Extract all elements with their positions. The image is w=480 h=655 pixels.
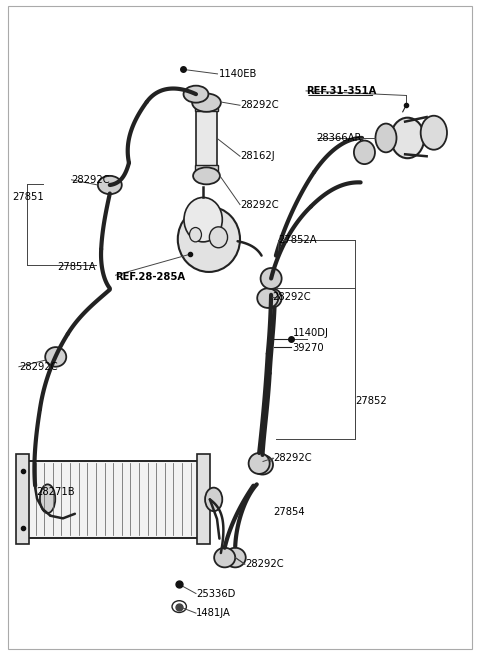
Ellipse shape	[193, 168, 220, 184]
Bar	[16, 455, 29, 544]
Text: 28292C: 28292C	[240, 100, 278, 110]
Text: 28292C: 28292C	[240, 200, 278, 210]
Ellipse shape	[261, 268, 282, 289]
Bar	[194, 103, 218, 111]
Ellipse shape	[183, 86, 208, 103]
Text: 1140DJ: 1140DJ	[293, 328, 328, 338]
Ellipse shape	[40, 484, 55, 513]
Text: 27852A: 27852A	[278, 235, 317, 245]
Ellipse shape	[252, 455, 273, 475]
Ellipse shape	[178, 206, 240, 272]
Text: 28292C: 28292C	[274, 453, 312, 463]
Text: 28366AR: 28366AR	[317, 133, 362, 143]
Text: 27854: 27854	[274, 507, 305, 517]
Text: 1481JA: 1481JA	[196, 608, 231, 618]
Text: 1140EB: 1140EB	[218, 69, 257, 79]
Text: 28162J: 28162J	[240, 151, 275, 161]
Text: 25336D: 25336D	[196, 589, 235, 599]
Ellipse shape	[354, 141, 375, 164]
Text: 28292C: 28292C	[245, 559, 283, 569]
Ellipse shape	[391, 118, 424, 159]
Ellipse shape	[192, 94, 221, 112]
Text: 28292C: 28292C	[273, 292, 311, 303]
Ellipse shape	[375, 124, 396, 153]
Ellipse shape	[209, 227, 228, 248]
Text: 27851A: 27851A	[57, 262, 96, 272]
Text: 27851: 27851	[12, 192, 45, 202]
Bar	[197, 455, 210, 544]
Text: 28292C: 28292C	[72, 175, 110, 185]
Bar	[194, 166, 218, 174]
Ellipse shape	[225, 548, 246, 567]
Text: 28292C: 28292C	[19, 362, 58, 372]
Ellipse shape	[261, 288, 282, 308]
Ellipse shape	[257, 288, 278, 308]
Text: REF.28-285A: REF.28-285A	[116, 272, 186, 282]
Text: 28271B: 28271B	[36, 487, 75, 497]
Ellipse shape	[98, 176, 122, 194]
Ellipse shape	[214, 548, 235, 567]
Bar	[196, 109, 216, 168]
Ellipse shape	[45, 347, 66, 367]
Ellipse shape	[420, 116, 447, 150]
Text: 27852: 27852	[355, 396, 386, 405]
Text: 39270: 39270	[293, 343, 324, 354]
Ellipse shape	[205, 487, 222, 511]
Bar	[27, 461, 199, 538]
Ellipse shape	[190, 227, 202, 242]
Ellipse shape	[184, 197, 222, 242]
Text: REF.31-351A: REF.31-351A	[306, 86, 376, 96]
Ellipse shape	[249, 453, 270, 474]
